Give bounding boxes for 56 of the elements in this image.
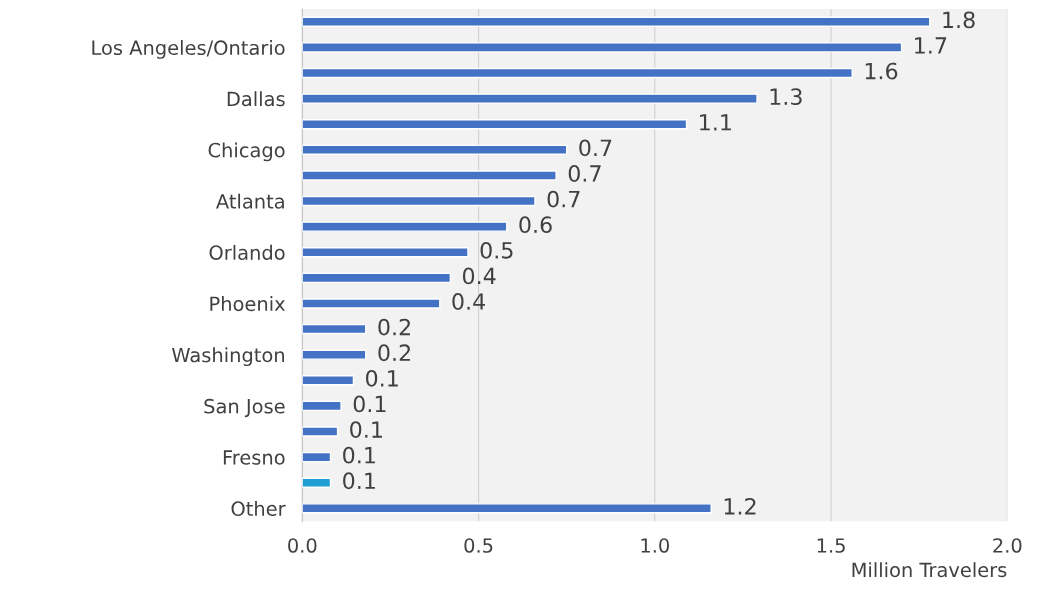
data-label: 1.1 [700,114,731,131]
y-tick-label: Dallas [227,91,285,107]
data-label: 0.7 [547,190,580,208]
data-label: 0.1 [353,395,386,413]
bar [302,144,568,156]
data-label: 0.2 [378,344,410,362]
y-tick-label: Chicago [208,142,285,162]
bar [302,298,441,309]
bar [302,272,452,284]
y-tick-label: Other [231,500,286,516]
bar [302,503,712,514]
bar [302,400,342,412]
y-tick-label: Orlando [209,244,285,260]
bar [302,195,536,207]
x-tick-label: 0.0 [288,538,317,553]
x-tick-label: 1.5 [817,538,845,553]
data-label: 0.4 [452,293,485,310]
bar [302,349,367,360]
data-label: 1.2 [724,497,756,515]
data-label: 0.1 [365,369,398,387]
bar [302,451,332,463]
y-tick-label: Washington [172,347,284,367]
data-label: 0.7 [579,139,612,157]
data-label: 0.5 [480,241,513,259]
bar [302,477,332,488]
y-tick-label: Los Angeles/Ontario [92,40,285,59]
x-axis-title: Million Travelers [852,562,1007,578]
bar [302,323,367,335]
y-tick-label: San Jose [204,398,285,418]
bar [302,93,758,104]
bar [302,16,931,27]
y-tick-label: Phoenix [210,296,285,312]
bar [302,426,339,437]
data-label: 0.7 [568,165,601,182]
bar [302,42,903,53]
data-label: 0.1 [350,421,382,438]
data-label: 0.4 [462,267,496,285]
data-label: 1.7 [915,37,947,54]
bar [302,247,469,258]
bar [302,221,508,232]
data-label: 1.8 [943,11,975,29]
bar [302,170,557,181]
bar [302,119,688,130]
data-label: 1.3 [770,88,802,106]
data-label: 0.1 [343,472,375,490]
data-label: 0.1 [343,446,375,464]
data-label: 0.6 [519,216,552,234]
y-tick-label: Atlanta [216,193,284,209]
y-tick-label: Fresno [223,450,285,465]
bar [302,67,853,79]
data-label: 1.6 [865,62,898,80]
data-label: 0.2 [378,318,410,336]
bar [302,375,355,386]
x-tick-label: 1.0 [641,538,669,553]
x-tick-label: 0.5 [464,538,493,553]
x-tick-label: 2.0 [993,538,1022,553]
